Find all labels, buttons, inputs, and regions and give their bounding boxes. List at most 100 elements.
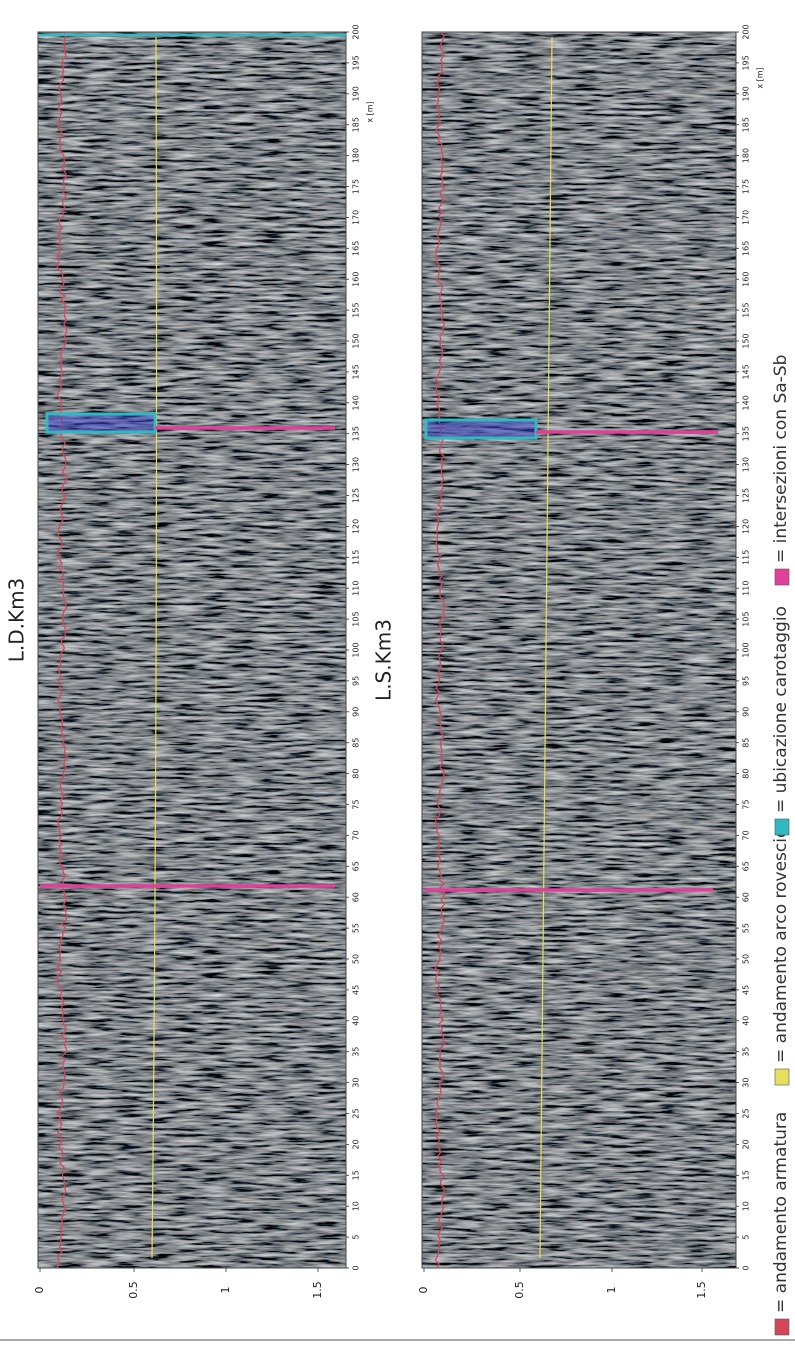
x-tick-label: 155 [352, 302, 361, 317]
x-tick-label: 45 [742, 985, 751, 995]
x-tick-label: 140 [352, 395, 361, 410]
x-tick-label: 185 [352, 117, 361, 132]
x-tick-label: 130 [742, 457, 751, 472]
legend-swatch [774, 1318, 790, 1336]
x-tick-label: 130 [352, 457, 361, 472]
x-tick-label: 35 [742, 1047, 751, 1057]
x-tick-label: 135 [742, 426, 751, 441]
x-tick-label: 120 [352, 519, 361, 534]
x-tick-label: 5 [352, 1235, 361, 1240]
x-tick-label: 90 [742, 707, 751, 717]
x-tick-label: 145 [742, 364, 751, 379]
x-tick-label: 45 [352, 985, 361, 995]
x-tick-label: 95 [742, 676, 751, 686]
x-tick-label: 75 [352, 799, 361, 809]
x-tick-label: 90 [352, 707, 361, 717]
x-tick-label: 105 [352, 611, 361, 626]
x-tick-label: 10 [352, 1201, 361, 1211]
x-tick-label: 75 [742, 799, 751, 809]
x-tick-label: 125 [352, 488, 361, 503]
x-tick-label: 65 [742, 861, 751, 871]
x-tick-label: 190 [742, 86, 751, 101]
x-tick-label: 85 [352, 738, 361, 748]
x-tick-label: 135 [352, 426, 361, 441]
x-tick-label: 120 [742, 519, 751, 534]
x-tick-label: 70 [742, 830, 751, 840]
x-tick-label: 110 [352, 581, 361, 596]
x-tick-label: 60 [352, 892, 361, 902]
x-tick-label: 15 [742, 1170, 751, 1180]
depth-tick-label: 0 [417, 1287, 430, 1294]
x-axis-label: x [m] [756, 67, 765, 88]
x-tick-label: 195 [742, 55, 751, 70]
x-tick-label: 10 [742, 1201, 751, 1211]
x-tick-label: 155 [742, 302, 751, 317]
x-tick-label: 160 [352, 272, 361, 287]
x-tick-label: 60 [742, 892, 751, 902]
radargram-texture [422, 32, 736, 1268]
x-tick-label: 165 [352, 241, 361, 256]
x-tick-label: 15 [352, 1170, 361, 1180]
x-tick-label: 70 [352, 830, 361, 840]
x-tick-label: 180 [352, 148, 361, 163]
x-tick-label: 30 [352, 1078, 361, 1088]
legend-swatch [774, 568, 790, 586]
x-tick-label: 195 [352, 55, 361, 70]
x-tick-label: 25 [742, 1108, 751, 1118]
x-tick-label: 115 [352, 550, 361, 565]
x-tick-label: 110 [742, 581, 751, 596]
x-tick-label: 5 [742, 1235, 751, 1240]
x-tick-label: 80 [352, 769, 361, 779]
depth-tick-label: 0.5 [513, 1281, 526, 1299]
x-tick-label: 160 [742, 272, 751, 287]
x-tick-label: 175 [742, 179, 751, 194]
depth-tick-label: 1 [605, 1287, 618, 1294]
x-tick-label: 100 [352, 642, 361, 657]
x-tick-label: 165 [742, 241, 751, 256]
reinforcement-trace [434, 31, 446, 1269]
core-location [424, 418, 538, 440]
legend-label: = ubicazione carotaggio [771, 606, 791, 813]
x-tick-label: 40 [742, 1016, 751, 1026]
x-tick-label: 30 [742, 1078, 751, 1088]
legend-label: = andamento arco rovescio [771, 828, 791, 1063]
x-tick-label: 200 [742, 24, 751, 39]
invert-trace [151, 36, 158, 1259]
depth-tick-label: 0 [33, 1287, 46, 1294]
x-tick-label: 25 [352, 1108, 361, 1118]
x-tick-label: 150 [352, 333, 361, 348]
x-tick-label: 85 [742, 738, 751, 748]
legend-swatch [774, 1068, 790, 1086]
x-tick-label: 125 [742, 488, 751, 503]
x-tick-label: 50 [352, 954, 361, 964]
x-tick-label: 40 [352, 1016, 361, 1026]
x-tick-label: 150 [742, 333, 751, 348]
x-tick-label: 50 [742, 954, 751, 964]
depth-tick-label: 0.5 [127, 1281, 140, 1299]
invert-trace [539, 36, 553, 1259]
legend-swatch [774, 818, 790, 836]
x-tick-label: 55 [352, 923, 361, 933]
legend-label: = intersezioni con Sa-Sb [771, 355, 791, 563]
x-tick-label: 145 [352, 364, 361, 379]
x-tick-label: 0 [742, 1265, 751, 1270]
x-tick-label: 190 [352, 86, 361, 101]
reinforcement-trace [56, 31, 68, 1269]
depth-tick-label: 1.5 [695, 1281, 708, 1299]
x-tick-label: 95 [352, 676, 361, 686]
depth-tick-label: 1.5 [311, 1281, 324, 1299]
x-tick-label: 200 [352, 24, 361, 39]
legend-label: = andamento armatura [771, 1112, 791, 1313]
x-tick-label: 65 [352, 861, 361, 871]
x-tick-label: 100 [742, 642, 751, 657]
panel-title: L.D.Km3 [5, 578, 29, 663]
x-tick-label: 170 [742, 210, 751, 225]
x-tick-label: 140 [742, 395, 751, 410]
radargram-texture [38, 32, 346, 1268]
x-tick-label: 115 [742, 550, 751, 565]
x-tick-label: 0 [352, 1265, 361, 1270]
core-location [45, 412, 157, 434]
x-tick-label: 35 [352, 1047, 361, 1057]
